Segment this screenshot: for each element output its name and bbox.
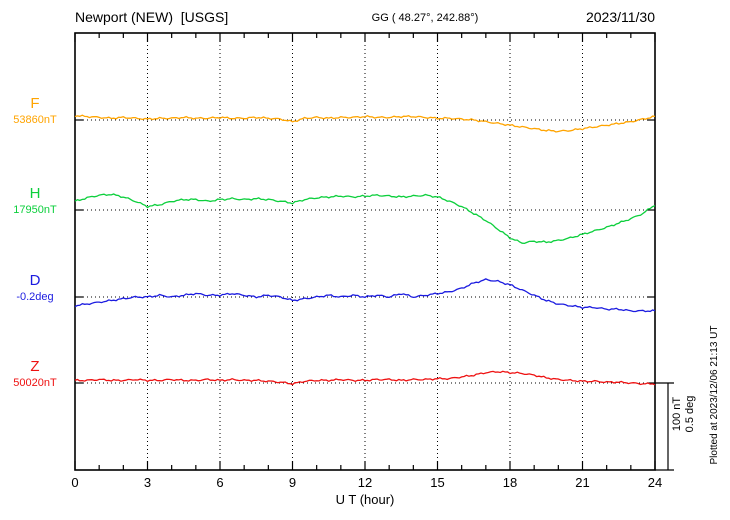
series-letter-Z: Z [30, 358, 40, 375]
x-tick-label: 12 [357, 475, 373, 490]
series-baseline-H: 17950nT [13, 204, 57, 216]
series-letter-D: D [29, 272, 41, 289]
scale-note-deg: 0.5 deg [684, 395, 696, 433]
x-tick-label: 15 [430, 475, 445, 490]
series-baseline-D: -0.2deg [16, 291, 54, 303]
x-tick-label: 21 [575, 475, 590, 490]
series-label-F: F 53860nT [2, 96, 68, 126]
series-letter-H: H [29, 185, 41, 202]
plot-date: 2023/11/30 [585, 9, 655, 25]
plotted-timestamp-note: Plotted at 2023/12/06 21:13 UT [709, 325, 720, 465]
x-tick-label: 9 [288, 475, 297, 490]
x-axis-title: U T (hour) [335, 492, 395, 507]
x-tick-label: 24 [647, 475, 663, 490]
amplitude-scale-note: 100 nT 0.5 deg [671, 374, 697, 454]
series-label-H: H 17950nT [2, 186, 68, 216]
series-baseline-F: 53860nT [13, 114, 57, 126]
series-letter-F: F [30, 95, 40, 112]
series-label-Z: Z 50020nT [2, 359, 68, 389]
x-tick-label: 3 [143, 475, 152, 490]
x-tick-label: 18 [502, 475, 518, 490]
x-tick-label: 6 [216, 475, 224, 490]
scale-note-nt: 100 nT [671, 396, 683, 432]
station-title: Newport (NEW) [USGS] [75, 9, 229, 25]
x-tick-label: 0 [71, 475, 79, 490]
geographic-coordinates: GG ( 48.27°, 242.88°) [371, 12, 479, 24]
series-baseline-Z: 50020nT [13, 377, 57, 389]
series-label-D: D -0.2deg [2, 273, 68, 303]
